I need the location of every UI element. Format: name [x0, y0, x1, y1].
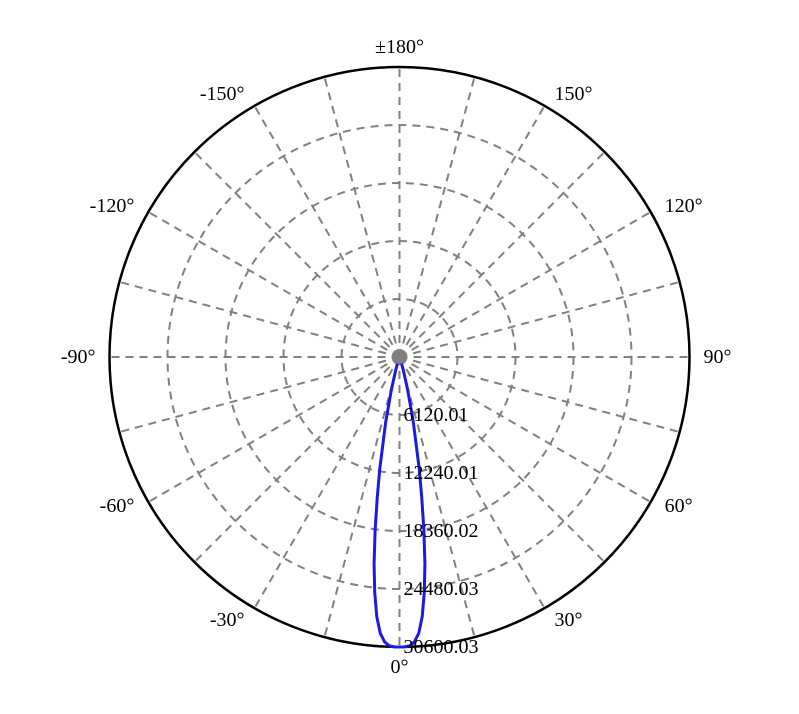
grid-spoke: [400, 152, 605, 357]
grid-spoke: [194, 357, 399, 562]
angle-label: -90°: [61, 346, 96, 368]
grid-spoke: [400, 282, 680, 357]
grid-spoke: [400, 106, 545, 357]
center-dot: [393, 350, 407, 364]
angle-label: ±180°: [375, 36, 424, 58]
angle-label: 120°: [665, 195, 703, 217]
angle-label: -60°: [100, 495, 135, 517]
grid-spoke: [400, 77, 475, 357]
grid-spoke: [324, 77, 399, 357]
angle-label: 60°: [665, 495, 693, 517]
radial-label: 30600.03: [404, 636, 479, 658]
grid-spoke: [148, 357, 399, 502]
radial-label: 24480.03: [404, 578, 479, 600]
angle-label: -150°: [200, 83, 245, 105]
radial-label: 6120.01: [404, 404, 469, 426]
grid-spoke: [119, 357, 399, 432]
polar-chart: 0° 30° 60° 90° 120° 150° ±180° -150° -120° -90° -6…: [0, 0, 799, 714]
angle-label: 90°: [704, 346, 732, 368]
angle-label: -120°: [90, 195, 135, 217]
angle-label: 0°: [391, 656, 409, 678]
grid-spoke: [148, 212, 399, 357]
angle-label: 30°: [555, 609, 583, 631]
grid-spoke: [255, 106, 400, 357]
grid-spoke: [400, 212, 651, 357]
grid-spoke: [119, 282, 399, 357]
angle-label: 150°: [555, 83, 593, 105]
grid-spoke: [194, 152, 399, 357]
radial-label: 12240.01: [404, 462, 479, 484]
radial-label: 18360.02: [404, 520, 479, 542]
angle-label: -30°: [210, 609, 245, 631]
